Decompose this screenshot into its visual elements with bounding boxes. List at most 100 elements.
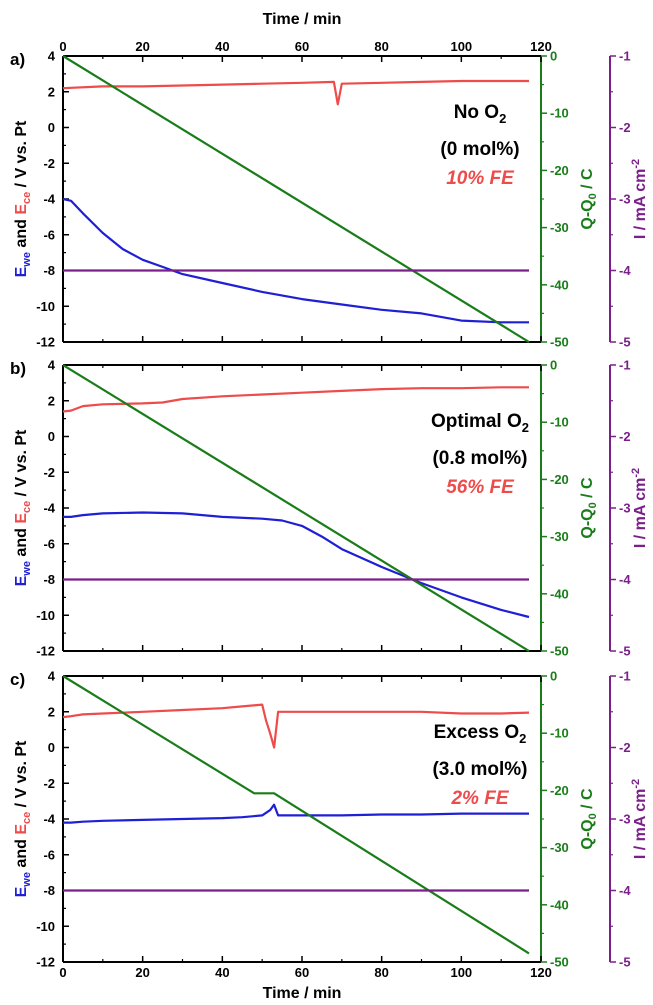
- y-current-tick-label: -2: [619, 120, 631, 135]
- y-left-tick-label: -6: [43, 536, 55, 551]
- condition-label: Optimal O2: [431, 411, 529, 435]
- y-q-tick-label: -40: [550, 897, 569, 912]
- bottom-axis-title: Time / min: [263, 985, 342, 1002]
- panel-letter: b): [10, 359, 26, 378]
- charge-series-line: [62, 364, 530, 652]
- y-current-tick-label: -2: [619, 740, 631, 755]
- condition-label: No O2: [454, 102, 507, 126]
- concentration-label: (3.0 mol%): [432, 759, 527, 780]
- ece-series-line: [62, 79, 529, 106]
- x-tick-label-top: 0: [59, 39, 66, 54]
- y-left-tick-label: 4: [48, 49, 56, 64]
- ewe-series-line: [63, 803, 529, 824]
- y-q-tick-label: -50: [550, 955, 569, 970]
- panel-letter: c): [10, 670, 25, 689]
- concentration-label: (0 mol%): [440, 139, 519, 160]
- current-axis-title: I / mA cm-2: [630, 159, 649, 239]
- y-left-tick-label: 2: [48, 393, 55, 408]
- y-q-tick-label: 0: [550, 669, 557, 684]
- y-left-tick-label: -8: [43, 263, 55, 278]
- y-q-tick-label: -10: [550, 415, 569, 430]
- ewe-series-line: [63, 511, 530, 619]
- x-tick-label-bottom: 80: [374, 965, 388, 980]
- x-tick-label-bottom: 120: [530, 965, 552, 980]
- x-tick-label-top: 120: [530, 39, 552, 54]
- panel-3: 0 20 40 60 80 100 120-12-10-8-6-4-2024-50-40-3…: [10, 669, 649, 981]
- x-tick-label-bottom: 60: [295, 965, 309, 980]
- x-tick-label-bottom: 100: [450, 965, 472, 980]
- left-axis-title: Ewe and Ece / V vs. Pt: [13, 429, 33, 586]
- y-left-tick-label: 4: [48, 669, 56, 684]
- y-q-tick-label: -30: [550, 529, 569, 544]
- y-left-tick-label: -2: [43, 465, 55, 480]
- x-tick-label-bottom: 40: [215, 965, 229, 980]
- condition-label: Excess O2: [434, 722, 527, 746]
- x-tick-label-bottom: 20: [135, 965, 149, 980]
- panel-letter: a): [10, 50, 25, 69]
- y-q-tick-label: -40: [550, 586, 569, 601]
- y-q-tick-label: -50: [550, 644, 569, 659]
- y-left-tick-label: -10: [36, 299, 55, 314]
- faradaic-efficiency-label: 10% FE: [446, 168, 515, 189]
- y-current-tick-label: -3: [619, 501, 631, 516]
- y-current-tick-label: -4: [619, 572, 631, 587]
- x-tick-label-bottom: 0: [59, 965, 66, 980]
- y-current-tick-label: -5: [619, 335, 631, 350]
- x-tick-label-top: 80: [374, 39, 388, 54]
- top-axis-title: Time / min: [263, 11, 342, 28]
- y-left-tick-label: -10: [36, 919, 55, 934]
- y-left-tick-label: 0: [48, 429, 55, 444]
- left-axis-title: Ewe and Ece / V vs. Pt: [13, 120, 33, 277]
- x-tick-label-top: 100: [450, 39, 472, 54]
- y-left-tick-label: 2: [48, 84, 55, 99]
- y-q-tick-label: -20: [550, 163, 569, 178]
- y-left-tick-label: -4: [43, 812, 55, 827]
- y-q-tick-label: -30: [550, 840, 569, 855]
- q-axis-title: Q-Q0 / C: [579, 477, 599, 539]
- y-q-tick-label: 0: [550, 358, 557, 373]
- x-tick-label-top: 60: [295, 39, 309, 54]
- q-axis-title: Q-Q0 / C: [579, 168, 599, 230]
- y-left-tick-label: -12: [36, 644, 55, 659]
- y-current-tick-label: -1: [619, 358, 631, 373]
- current-axis-title: I / mA cm-2: [630, 468, 649, 548]
- y-current-tick-label: -1: [619, 669, 631, 684]
- y-left-tick-label: -4: [43, 501, 55, 516]
- y-left-tick-label: 4: [48, 358, 56, 373]
- y-left-tick-label: -2: [43, 156, 55, 171]
- x-tick-label-top: 40: [215, 39, 229, 54]
- y-q-tick-label: -40: [550, 277, 569, 292]
- ece-series-line: [62, 386, 529, 413]
- y-left-tick-label: -8: [43, 572, 55, 587]
- y-current-tick-label: -4: [619, 883, 631, 898]
- y-current-tick-label: -3: [619, 192, 631, 207]
- charge-series-line: [62, 675, 530, 955]
- panel-2: -12-10-8-6-4-2024-50-40-30-20-100-5-4-3-…: [10, 358, 649, 659]
- y-current-tick-label: -5: [619, 955, 631, 970]
- faradaic-efficiency-label: 2% FE: [450, 788, 509, 809]
- ece-series-line: [62, 703, 530, 749]
- y-q-tick-label: -20: [550, 472, 569, 487]
- y-q-tick-label: -30: [550, 220, 569, 235]
- ewe-series-line: [62, 197, 529, 324]
- y-left-tick-label: -8: [43, 883, 55, 898]
- y-q-tick-label: 0: [550, 49, 557, 64]
- y-q-tick-label: -10: [550, 726, 569, 741]
- y-q-tick-label: -20: [550, 783, 569, 798]
- y-left-tick-label: -10: [36, 608, 55, 623]
- y-left-tick-label: -12: [36, 955, 55, 970]
- y-left-tick-label: -12: [36, 335, 55, 350]
- q-axis-title: Q-Q0 / C: [579, 788, 599, 850]
- charge-series-line: [62, 55, 530, 343]
- panels: 0 20 40 60 80 100 120-12-10-8-6-4-2024-50-40-3…: [10, 39, 649, 980]
- y-current-tick-label: -4: [619, 263, 631, 278]
- faradaic-efficiency-label: 56% FE: [446, 477, 515, 498]
- y-left-tick-label: 2: [48, 704, 55, 719]
- y-current-tick-label: -3: [619, 812, 631, 827]
- y-left-tick-label: -6: [43, 847, 55, 862]
- y-current-tick-label: -1: [619, 49, 631, 64]
- panel-1: 0 20 40 60 80 100 120-12-10-8-6-4-2024-50-40-3…: [10, 39, 649, 350]
- concentration-label: (0.8 mol%): [432, 448, 527, 469]
- y-left-tick-label: -6: [43, 227, 55, 242]
